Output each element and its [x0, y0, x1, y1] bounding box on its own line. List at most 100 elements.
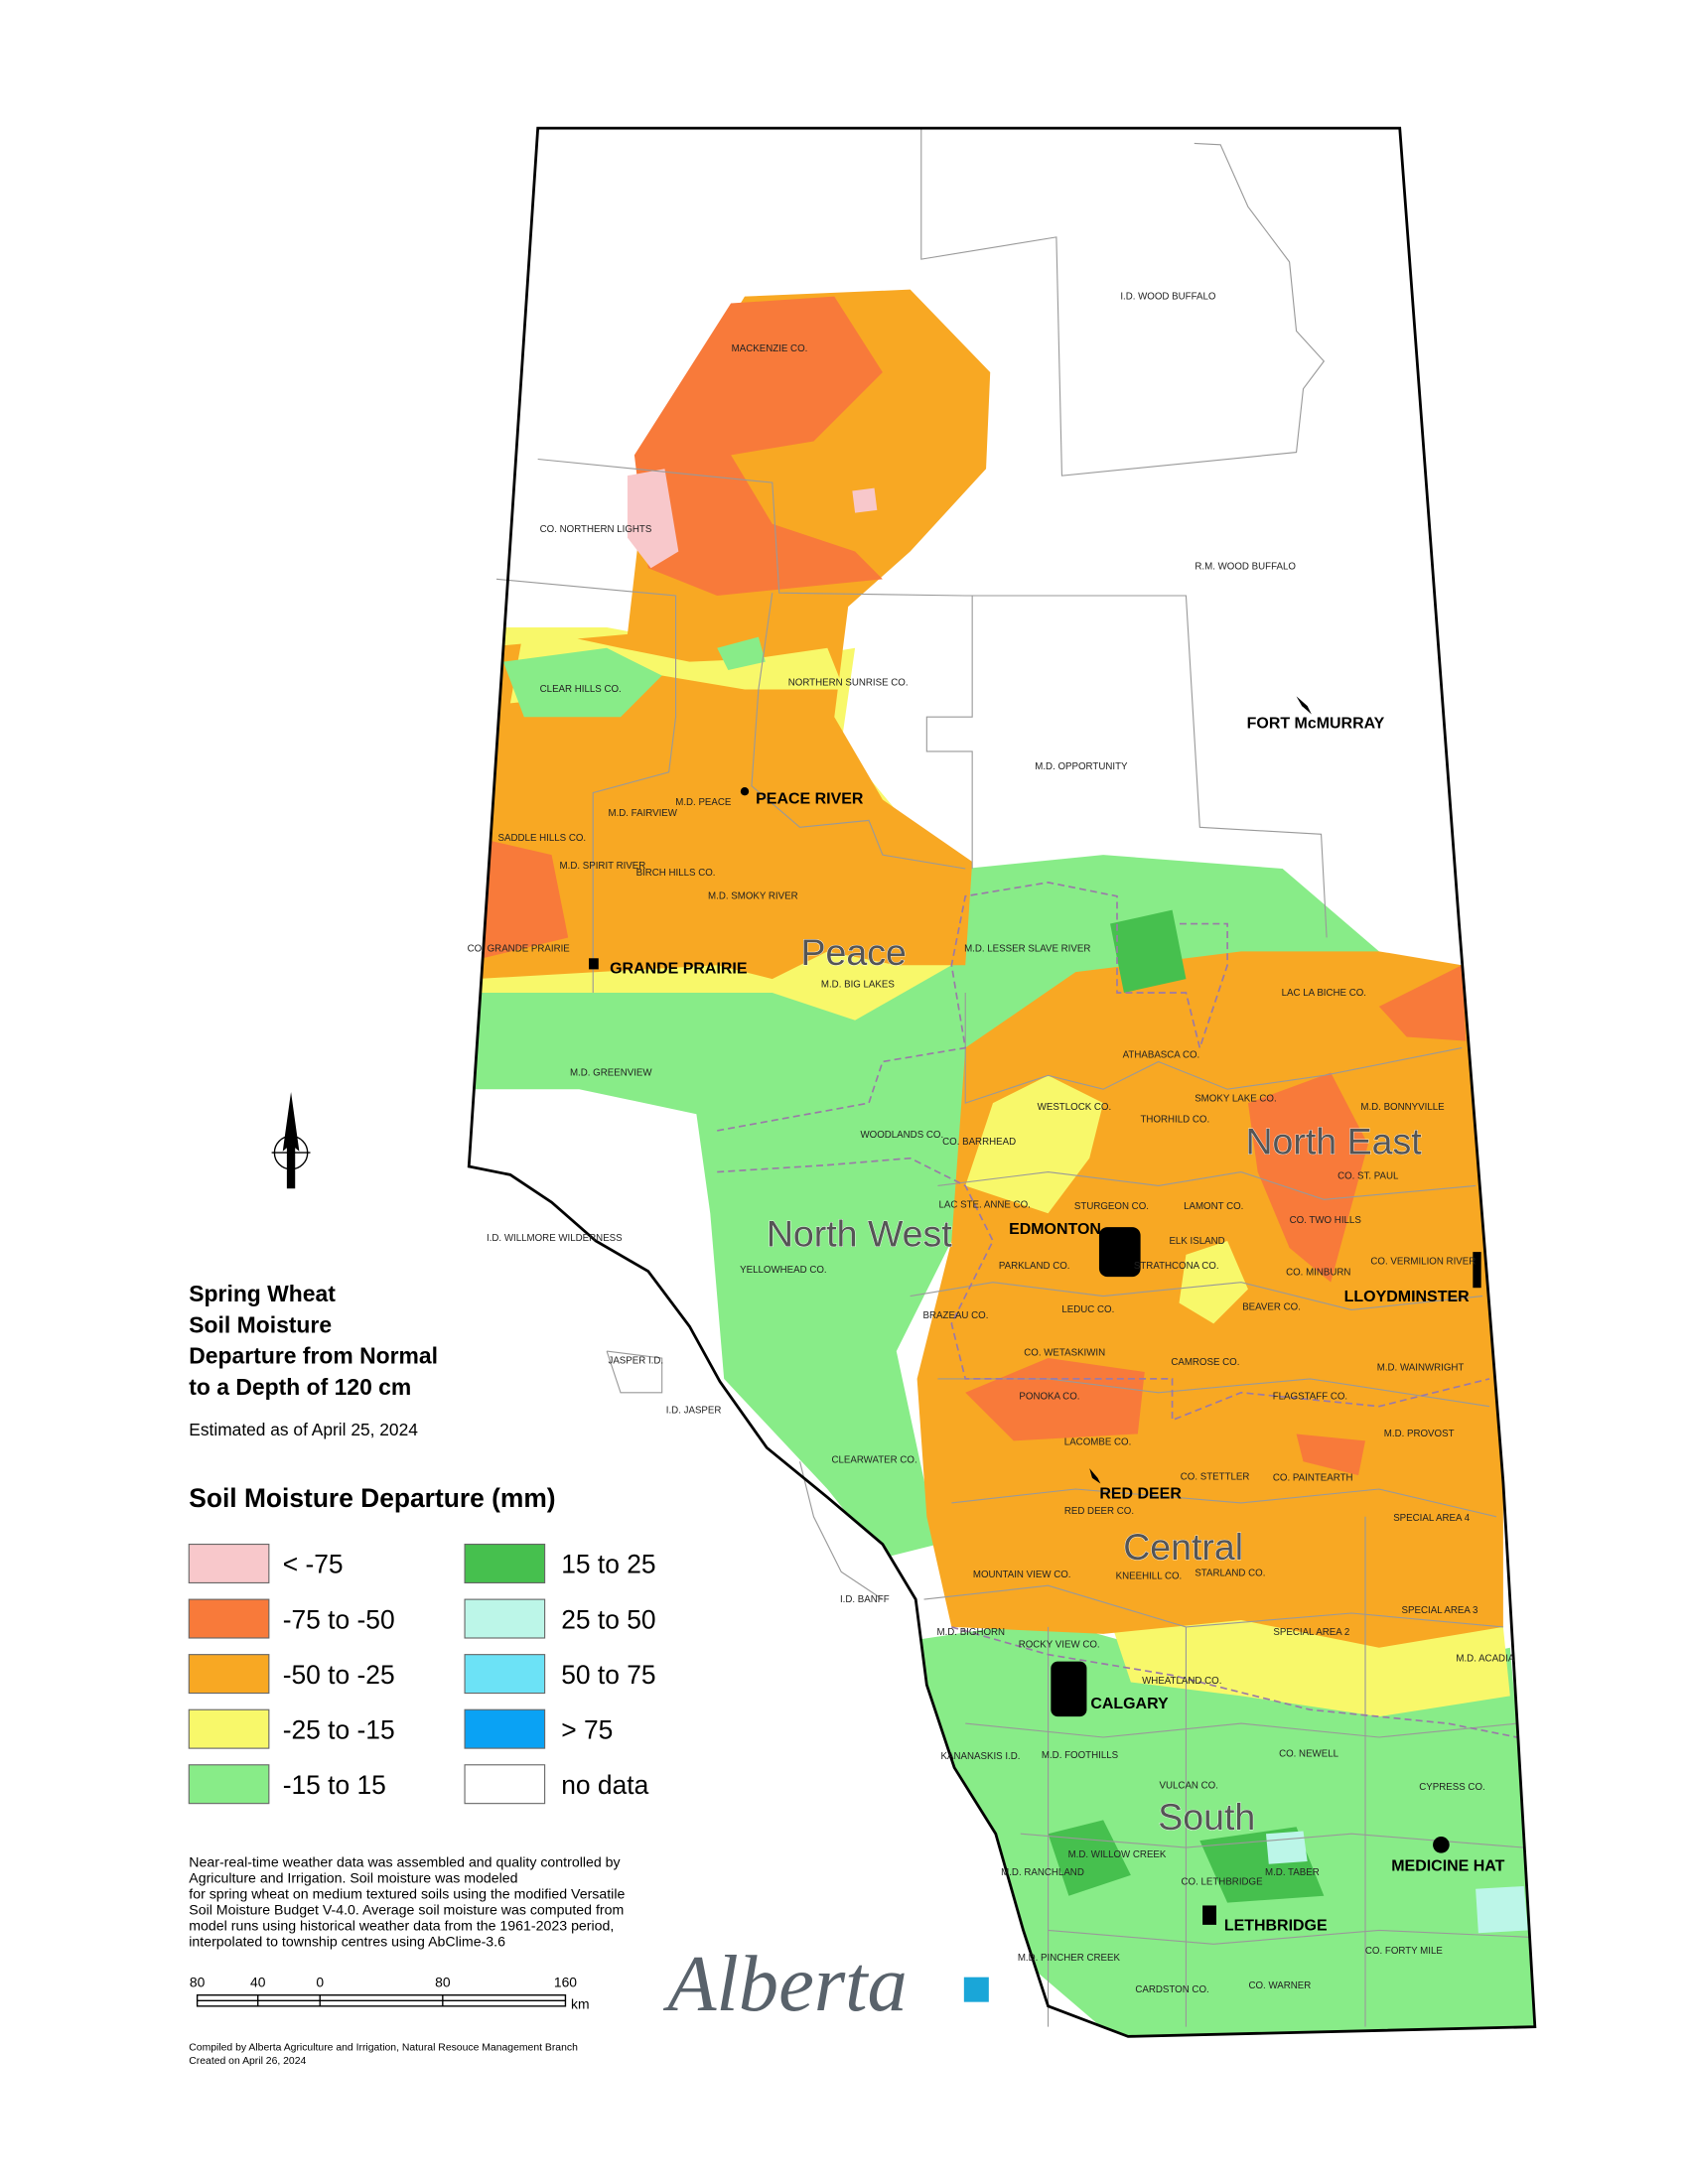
municipality-label: LAC LA BICHE CO. — [1282, 988, 1366, 999]
note-line: Agriculture and Irrigation. Soil moistur… — [189, 1871, 517, 1887]
legend-swatch — [464, 1764, 546, 1805]
legend-swatch — [188, 1764, 270, 1805]
labels: Spring Wheat Soil Moisture Departure from … — [189, 291, 1514, 2067]
scale-label: 0 — [316, 1974, 324, 1989]
legend-label: 15 to 25 — [561, 1550, 655, 1579]
legend-swatch — [188, 1654, 270, 1695]
municipality-label: CO. NORTHERN LIGHTS — [540, 524, 652, 535]
note-line: Soil Moisture Budget V-4.0. Average soil… — [189, 1902, 624, 1918]
municipality-label: SPECIAL AREA 2 — [1273, 1627, 1349, 1638]
province-outline — [467, 126, 1537, 2038]
legend-swatch — [464, 1544, 546, 1583]
municipality-label: BIRCH HILLS CO. — [636, 868, 716, 879]
municipality-label: SADDLE HILLS CO. — [498, 833, 587, 844]
region-label: North East — [1245, 1121, 1422, 1162]
municipality-label: M.D. FOOTHILLS — [1042, 1750, 1119, 1761]
municipality-label: ROCKY VIEW CO. — [1019, 1640, 1100, 1651]
title-line: Departure from Normal — [189, 1343, 438, 1369]
municipality-label: CO. LETHBRIDGE — [1182, 1877, 1264, 1888]
city-label: LETHBRIDGE — [1224, 1917, 1328, 1934]
region-label: South — [1158, 1796, 1255, 1838]
legend — [188, 1544, 546, 1805]
moisture-zone — [476, 289, 991, 980]
region-label: Central — [1123, 1526, 1243, 1568]
municipality-label: BRAZEAU CO. — [923, 1310, 989, 1321]
region-label: North West — [767, 1213, 952, 1255]
municipality-label: CO. WARNER — [1248, 1980, 1311, 1991]
moisture-zone — [1247, 1072, 1368, 1283]
municipality-label: M.D. PROVOST — [1384, 1429, 1455, 1439]
moisture-fills — [469, 289, 1535, 2037]
municipality-label: JASPER I.D. — [608, 1356, 663, 1367]
municipality-label: CO. FORTY MILE — [1365, 1946, 1443, 1957]
scale-label: 160 — [554, 1974, 577, 1989]
moisture-zone — [1103, 1599, 1510, 1717]
municipality-label: STURGEON CO. — [1074, 1201, 1149, 1212]
municipality-label: CLEAR HILLS CO. — [540, 684, 622, 695]
legend-swatch — [464, 1654, 546, 1695]
moisture-zone — [1296, 1433, 1365, 1476]
moisture-zone — [852, 487, 878, 513]
region-label: Peace — [801, 931, 907, 973]
legend-label: > 75 — [561, 1714, 613, 1744]
municipality-label: CO. GRANDE PRAIRIE — [468, 943, 571, 954]
municipality-label: M.D. BIG LAKES — [821, 979, 896, 990]
municipality-label: CO. VERMILION RIVER — [1370, 1257, 1476, 1268]
municipality-label: LAMONT CO. — [1184, 1201, 1243, 1212]
legend-label: -50 to -25 — [283, 1660, 395, 1690]
moisture-zone — [1476, 1886, 1528, 1934]
city-markers — [589, 696, 1481, 1925]
scale-label: 40 — [250, 1974, 266, 1989]
legend-swatch — [188, 1544, 270, 1583]
city-label: MEDICINE HAT — [1391, 1858, 1504, 1875]
municipality-label: CO. MINBURN — [1286, 1268, 1350, 1279]
municipality-label: M.D. ACADIA — [1456, 1654, 1514, 1665]
municipality-label: SPECIAL AREA 3 — [1402, 1605, 1478, 1616]
municipality-label: NORTHERN SUNRISE CO. — [788, 677, 909, 688]
municipality-label: STRATHCONA CO. — [1134, 1261, 1219, 1272]
municipality-label: WHEATLAND CO. — [1142, 1676, 1221, 1687]
municipality-label: M.D. OPPORTUNITY — [1035, 761, 1128, 772]
municipality-label: BEAVER CO. — [1242, 1301, 1301, 1312]
legend-title: Soil Moisture Departure (mm) — [189, 1483, 555, 1513]
moisture-zone — [717, 636, 766, 670]
municipality-label: M.D. GREENVIEW — [570, 1067, 652, 1078]
municipality-label: CO. ST. PAUL — [1337, 1171, 1399, 1182]
legend-label: -15 to 15 — [283, 1770, 386, 1800]
municipality-label: CARDSTON CO. — [1135, 1984, 1208, 1995]
municipality-label: ELK ISLAND — [1169, 1236, 1224, 1247]
moisture-zone — [627, 469, 679, 569]
logo-mark — [963, 1977, 989, 2002]
scale-label: 80 — [190, 1974, 206, 1989]
legend-label: 25 to 50 — [561, 1604, 655, 1634]
legend-label: -25 to -15 — [283, 1714, 395, 1744]
municipality-label: M.D. PINCHER CREEK — [1018, 1953, 1121, 1964]
municipality-label: MOUNTAIN VIEW CO. — [973, 1570, 1071, 1580]
municipality-label: MACKENZIE CO. — [732, 343, 808, 354]
municipality-label: I.D. JASPER — [666, 1406, 722, 1417]
city-label: FORT McMURRAY — [1247, 715, 1385, 732]
legend-label: < -75 — [283, 1550, 344, 1579]
municipality-label: M.D. SPIRIT RIVER — [560, 861, 646, 872]
moisture-zone — [480, 838, 569, 959]
moisture-zone — [633, 296, 883, 596]
municipality-label: CO. PAINTEARTH — [1273, 1473, 1353, 1484]
municipality-label: M.D. WILLOW CREEK — [1068, 1849, 1167, 1860]
municipality-label: CO. NEWELL — [1279, 1748, 1339, 1759]
municipality-label: CAMROSE CO. — [1171, 1357, 1239, 1368]
municipality-label: I.D. BANFF — [840, 1594, 890, 1605]
moisture-zone — [1110, 909, 1187, 993]
legend-swatch — [188, 1708, 270, 1749]
scale-label: 80 — [435, 1974, 451, 1989]
municipality-label: LACOMBE CO. — [1064, 1437, 1132, 1448]
municipality-label: M.D. SMOKY RIVER — [708, 891, 798, 902]
municipality-label: PARKLAND CO. — [999, 1261, 1070, 1272]
title-line: Soil Moisture — [189, 1311, 332, 1337]
moisture-zone — [1048, 1820, 1131, 1896]
municipality-label: ATHABASCA CO. — [1123, 1049, 1200, 1060]
municipality-label: VULCAN CO. — [1160, 1780, 1218, 1791]
municipality-label: M.D. TABER — [1265, 1867, 1320, 1878]
municipality-label: WOODLANDS CO. — [860, 1130, 943, 1141]
note-line: for spring wheat on medium textured soil… — [189, 1887, 625, 1903]
